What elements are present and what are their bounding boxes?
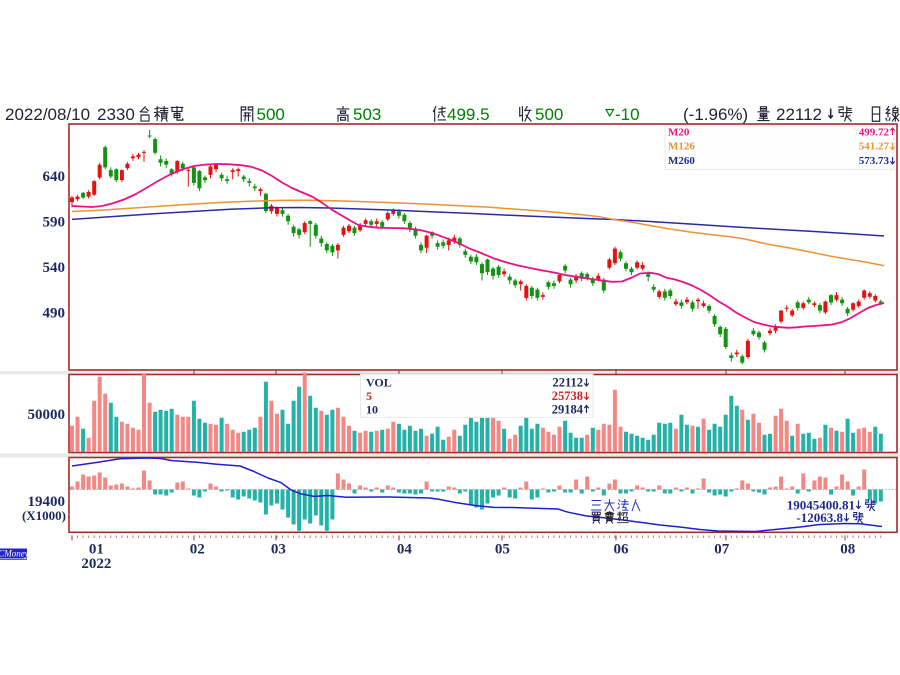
svg-text:503: 503 [353,105,381,124]
svg-text:2330: 2330 [97,105,135,124]
svg-text:03: 03 [271,542,286,558]
svg-text:50000: 50000 [28,407,66,423]
svg-text:590: 590 [43,214,66,230]
svg-text:CMoney: CMoney [0,549,29,559]
svg-text:(X1000): (X1000) [22,508,66,523]
svg-text:M126: M126 [668,141,695,153]
svg-text:29184: 29184 [552,403,584,417]
svg-text:07: 07 [714,542,730,558]
svg-text:22112: 22112 [776,105,822,124]
svg-text:VOL: VOL [366,376,392,390]
svg-text:19400: 19400 [28,494,66,510]
svg-text:01: 01 [89,542,104,558]
svg-text:06: 06 [614,542,630,558]
svg-text:541.27: 541.27 [859,141,890,153]
svg-text:500: 500 [257,105,285,124]
svg-text:M20: M20 [668,127,690,139]
svg-text:499.72: 499.72 [859,127,890,139]
svg-text:5: 5 [366,389,372,403]
svg-text:490: 490 [43,306,66,322]
svg-text:08: 08 [840,542,855,558]
svg-text:-10: -10 [615,105,640,124]
svg-text:500: 500 [535,105,563,124]
svg-text:22112: 22112 [552,376,583,390]
svg-text:540: 540 [43,260,66,276]
svg-text:25738: 25738 [552,389,583,403]
svg-text:-12063.8: -12063.8 [796,510,843,525]
svg-text:04: 04 [397,542,413,558]
svg-text:19045400.81: 19045400.81 [787,498,855,513]
svg-text:2022: 2022 [81,556,111,572]
svg-text:640: 640 [43,169,66,185]
svg-text:573.73: 573.73 [859,155,890,167]
svg-text:02: 02 [190,542,205,558]
svg-text:05: 05 [495,542,510,558]
svg-text:499.5: 499.5 [447,105,490,124]
svg-text:M260: M260 [668,155,695,167]
svg-text:10: 10 [366,403,378,417]
svg-text:(-1.96%): (-1.96%) [683,105,748,124]
svg-text:2022/08/10: 2022/08/10 [5,105,90,124]
